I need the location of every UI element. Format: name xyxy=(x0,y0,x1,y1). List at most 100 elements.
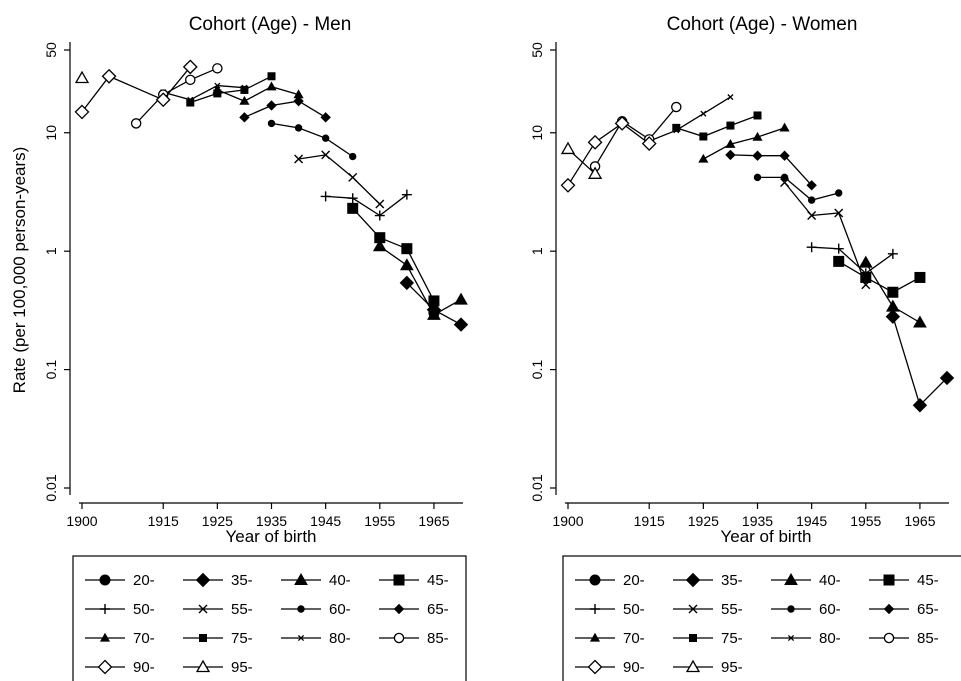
series-60 xyxy=(267,119,357,161)
data-point xyxy=(349,152,357,161)
x-tick-label: 1965 xyxy=(904,513,935,529)
data-point xyxy=(240,85,249,94)
legend-label: 95- xyxy=(231,659,253,676)
legend-marker xyxy=(587,659,603,675)
legend-box xyxy=(72,555,467,681)
legend-marker xyxy=(97,659,113,675)
legend-item: 20- xyxy=(85,572,155,589)
legend-item: 65- xyxy=(869,601,939,618)
data-point xyxy=(74,104,90,120)
data-point xyxy=(560,141,576,155)
data-point xyxy=(241,84,248,91)
data-point xyxy=(887,286,899,298)
data-point xyxy=(779,122,790,132)
legend-item: 60- xyxy=(281,601,351,618)
data-point xyxy=(372,239,387,252)
data-point xyxy=(725,149,736,161)
data-point xyxy=(885,299,900,312)
legend-item: 65- xyxy=(379,601,449,618)
legend-item: 55- xyxy=(183,601,253,618)
y-tick-label: 50 xyxy=(529,42,545,58)
series-line xyxy=(135,67,218,124)
y-tick-label: 0.1 xyxy=(43,360,59,380)
legend-item: 45- xyxy=(379,572,449,589)
x-axis-title: Year of birth xyxy=(720,527,811,546)
x-tick-label: 1945 xyxy=(796,513,827,529)
y-tick-label: 1 xyxy=(43,247,59,255)
series-70 xyxy=(698,122,790,163)
legend-marker xyxy=(393,603,405,615)
data-point xyxy=(806,242,817,253)
legend-marker xyxy=(393,574,405,586)
series-line xyxy=(730,154,813,186)
series-35 xyxy=(885,309,955,413)
chart-panel-1: Cohort (Age) - Women 0.01 0.1 1 10 50 1900 1915… xyxy=(529,14,961,681)
data-point xyxy=(939,370,955,386)
data-point xyxy=(913,315,927,328)
legend-item: 80- xyxy=(281,630,351,647)
y-tick-label: 1 xyxy=(529,247,545,255)
legend-item: 35- xyxy=(183,572,253,589)
series-60 xyxy=(753,173,843,204)
data-point xyxy=(779,150,790,161)
data-point xyxy=(74,70,90,84)
legend-item: 70- xyxy=(575,630,645,647)
legend-label: 80- xyxy=(329,630,351,647)
legend-marker xyxy=(590,604,600,614)
y-tick-label: 0.01 xyxy=(43,474,59,501)
data-point xyxy=(727,94,734,101)
data-point xyxy=(348,172,358,182)
series-line xyxy=(271,122,354,158)
x-tick-label: 1955 xyxy=(850,513,881,529)
legend-marker xyxy=(883,632,895,644)
legend-item: 45- xyxy=(869,572,939,589)
legend-marker xyxy=(883,574,895,586)
legend-marker xyxy=(100,604,110,614)
legend-marker xyxy=(199,634,207,642)
data-point xyxy=(833,243,844,254)
legend-item: 90- xyxy=(85,659,155,676)
data-point xyxy=(401,243,413,255)
data-point xyxy=(347,202,359,214)
series-35 xyxy=(399,275,469,332)
series-line xyxy=(217,86,299,102)
data-point xyxy=(753,173,762,182)
data-point xyxy=(807,211,817,221)
x-axis-title: Year of birth xyxy=(225,527,316,546)
series-line xyxy=(703,127,785,160)
series-45 xyxy=(833,255,926,298)
legend-label: 50- xyxy=(623,601,645,618)
data-point xyxy=(293,95,304,107)
data-point xyxy=(587,166,603,179)
data-point xyxy=(213,89,222,98)
series-50 xyxy=(806,242,898,279)
x-axis: 1900 1915 1925 1935 1945 1955 1965 xyxy=(552,502,949,529)
data-point xyxy=(130,118,142,129)
data-point xyxy=(752,150,763,161)
data-point xyxy=(320,191,331,202)
data-point xyxy=(267,119,276,128)
legend-marker xyxy=(294,572,308,585)
data-point xyxy=(614,115,630,131)
legend-label: 35- xyxy=(231,572,253,589)
data-point xyxy=(155,92,171,108)
data-point xyxy=(239,112,250,123)
series-line xyxy=(244,100,326,118)
series-line xyxy=(838,260,921,293)
data-point xyxy=(454,292,468,305)
data-point xyxy=(914,271,926,283)
series-line xyxy=(676,114,758,138)
series-line xyxy=(325,194,408,217)
legend-marker xyxy=(195,659,211,673)
legend-label: 80- xyxy=(819,630,841,647)
legend-label: 95- xyxy=(721,659,743,676)
series-45 xyxy=(347,202,440,307)
legend-label: 90- xyxy=(623,659,645,676)
legend-label: 35- xyxy=(721,572,743,589)
legend-marker xyxy=(784,572,798,585)
legend-box xyxy=(562,555,961,681)
legend: 20- 35- 40- 45- 50- 55- 60- 65- 70- 75- 80- 85- 90- 9… xyxy=(72,555,467,681)
legend-item: 75- xyxy=(673,630,743,647)
legend-label: 20- xyxy=(623,572,645,589)
legend-label: 75- xyxy=(231,630,253,647)
